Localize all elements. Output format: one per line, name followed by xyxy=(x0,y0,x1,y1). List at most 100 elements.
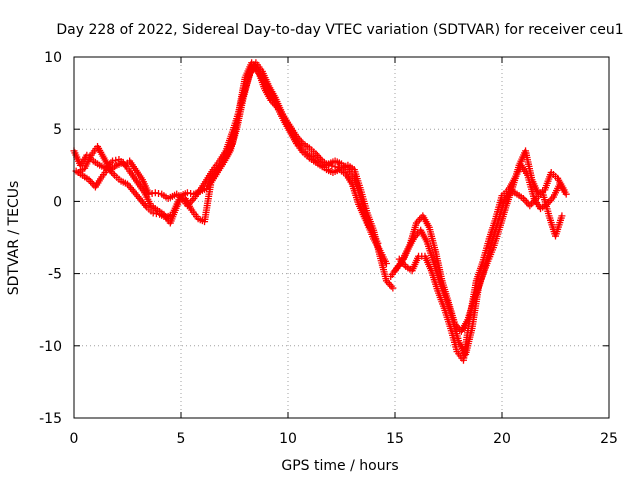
data-point-fill xyxy=(387,282,395,290)
data-point-fill xyxy=(152,210,160,218)
data-point-fill xyxy=(472,279,480,287)
data-point-fill xyxy=(194,188,202,196)
data-point-fill xyxy=(347,178,355,186)
data-point-fill xyxy=(193,213,201,221)
data-point-fill xyxy=(548,195,556,203)
data-point-fill xyxy=(381,257,389,265)
data-point-fill xyxy=(301,148,309,156)
data-point-fill xyxy=(148,189,156,197)
x-tick-label: 10 xyxy=(279,431,297,447)
data-point-fill xyxy=(409,235,417,243)
data-point-fill xyxy=(335,159,343,167)
data-point-fill xyxy=(375,245,383,253)
y-tick-label: -10 xyxy=(39,339,62,355)
data-point-fill xyxy=(76,170,84,178)
data-point-fill xyxy=(320,164,328,172)
y-axis-label: SDTVAR / TECUs xyxy=(6,181,22,296)
y-tick-label: -5 xyxy=(48,267,62,283)
data-point-fill xyxy=(270,92,278,100)
y-tick-label: 5 xyxy=(53,122,62,138)
data-point-fill xyxy=(99,152,107,160)
data-point-fill xyxy=(146,200,154,208)
data-point-fill xyxy=(239,97,247,105)
data-point-fill xyxy=(340,169,348,177)
data-point-fill xyxy=(86,153,94,161)
data-point-fill xyxy=(348,164,356,172)
data-point-fill xyxy=(342,164,350,172)
x-axis-label: GPS time / hours xyxy=(281,458,398,474)
data-point-fill xyxy=(418,252,426,260)
data-point-fill xyxy=(561,188,569,196)
data-point-fill xyxy=(517,193,525,201)
data-point-fill xyxy=(245,73,253,81)
data-point-fill xyxy=(452,345,460,353)
y-tick-label: 0 xyxy=(53,194,62,210)
data-point-fill xyxy=(478,260,486,268)
data-point-fill xyxy=(557,214,565,222)
data-point-fill xyxy=(429,256,437,264)
data-point-fill xyxy=(424,221,432,229)
data-point-fill xyxy=(207,181,215,189)
plot-frame xyxy=(73,56,610,419)
series-track-c xyxy=(72,59,382,247)
data-point-fill xyxy=(296,142,304,150)
x-tick-label: 20 xyxy=(493,431,511,447)
data-point-fill xyxy=(511,189,519,197)
x-tick-label: 15 xyxy=(386,431,404,447)
data-point-fill xyxy=(147,207,155,215)
data-point-fill xyxy=(466,315,474,323)
data-point-fill xyxy=(314,158,322,166)
series-track-f xyxy=(395,161,570,364)
data-point-fill xyxy=(178,195,186,203)
data-point xyxy=(151,189,159,197)
data-point-fill xyxy=(83,174,91,182)
data-point-fill xyxy=(141,201,149,209)
data-point-fill xyxy=(303,143,311,151)
data-point-fill xyxy=(188,196,196,204)
grid-lines xyxy=(74,57,609,418)
y-tick-label: -15 xyxy=(39,411,62,427)
data-point-fill xyxy=(360,213,368,221)
x-tick-label: 0 xyxy=(70,431,79,447)
data-point-fill xyxy=(491,217,499,225)
data-point-fill xyxy=(544,210,552,218)
data-point-fill xyxy=(115,175,123,183)
data-point-fill xyxy=(219,160,227,168)
data-point-fill xyxy=(139,187,147,195)
data-point-fill xyxy=(431,246,439,254)
data-point-fill xyxy=(552,172,559,180)
data-point-fill xyxy=(502,188,510,196)
data-point-fill xyxy=(117,159,125,167)
data-point-fill xyxy=(277,106,285,114)
x-tick-label: 5 xyxy=(177,431,186,447)
y-tick-label: 10 xyxy=(44,50,62,66)
data-point-fill xyxy=(446,322,454,330)
data-point-fill xyxy=(497,194,505,202)
data-point-fill xyxy=(151,205,159,213)
data-point-fill xyxy=(522,169,530,177)
tick-labels: 0 5 10 15 20 25 -15 -10 -5 0 5 10 xyxy=(39,50,618,447)
data-point-fill xyxy=(414,254,422,262)
data-point-fill xyxy=(264,80,272,88)
data-point-fill xyxy=(289,132,297,140)
data-point-fill xyxy=(439,302,447,310)
data-point-fill xyxy=(400,261,408,269)
data-points xyxy=(70,59,570,364)
data-point-fill xyxy=(174,198,182,206)
data-point-fill xyxy=(422,236,430,244)
data-point-fill xyxy=(109,170,117,178)
data-point-fill xyxy=(94,160,102,168)
data-point-fill xyxy=(373,237,381,245)
data-point-fill xyxy=(124,165,132,173)
data-point-fill xyxy=(412,221,420,229)
data-point-fill xyxy=(354,198,362,206)
data-point-fill xyxy=(433,285,441,293)
data-point-fill xyxy=(155,189,163,197)
data-point-fill xyxy=(426,265,434,273)
data-point-fill xyxy=(382,275,390,283)
data-point-fill xyxy=(187,204,195,212)
data-point-fill xyxy=(121,179,129,187)
data-point-fill xyxy=(112,156,120,164)
